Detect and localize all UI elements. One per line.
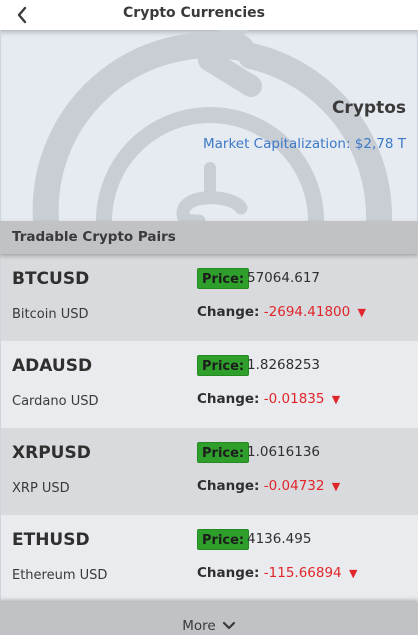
- change-label: Change:: [197, 304, 260, 320]
- pair-name: Cardano USD: [12, 394, 99, 409]
- pair-symbol: ETHUSD: [12, 530, 90, 550]
- change-line: Change: -0.04732 ▼: [197, 478, 340, 494]
- price-value: 1.8268253: [247, 357, 321, 373]
- price-value: 4136.495: [247, 531, 312, 547]
- change-line: Change: -2694.41800 ▼: [197, 304, 366, 320]
- price-badge: Price:: [197, 355, 250, 376]
- pair-symbol: ADAUSD: [12, 356, 93, 376]
- change-label: Change:: [197, 391, 260, 407]
- chevron-down-icon: [222, 621, 235, 630]
- pair-name: Ethereum USD: [12, 568, 108, 583]
- change-value: -0.04732: [263, 478, 325, 494]
- change-line: Change: -115.66894 ▼: [197, 565, 357, 581]
- page-title: Crypto Currencies: [123, 5, 265, 21]
- change-value: -0.01835: [263, 391, 325, 407]
- crypto-row-adausd[interactable]: ADAUSD Cardano USD Price: 1.8268253 Chan…: [0, 341, 418, 428]
- crypto-row-ethusd[interactable]: ETHUSD Ethereum USD Price: 4136.495 Chan…: [0, 515, 418, 602]
- crypto-row-xrpusd[interactable]: XRPUSD XRP USD Price: 1.0616136 Change: …: [0, 428, 418, 515]
- chevron-left-icon[interactable]: [12, 4, 34, 26]
- pair-symbol: BTCUSD: [12, 269, 90, 289]
- change-label: Change:: [197, 478, 260, 494]
- down-arrow-icon: ▼: [331, 480, 341, 493]
- price-badge: Price:: [197, 529, 250, 550]
- section-title: Tradable Crypto Pairs: [12, 229, 176, 245]
- market-cap-text: Market Capitalization: $2,78 T: [202, 136, 406, 152]
- change-value: -2694.41800: [263, 304, 351, 320]
- change-value: -115.66894: [263, 565, 342, 581]
- crypto-row-btcusd[interactable]: BTCUSD Bitcoin USD Price: 57064.617 Chan…: [0, 254, 418, 341]
- change-line: Change: -0.01835 ▼: [197, 391, 340, 407]
- refresh-dollar-icon: [32, 30, 393, 221]
- price-badge: Price:: [197, 442, 250, 463]
- more-text: More: [182, 618, 216, 634]
- section-header: Tradable Crypto Pairs: [0, 221, 418, 254]
- down-arrow-icon: ▼: [331, 393, 341, 406]
- price-value: 57064.617: [247, 270, 321, 286]
- pair-symbol: XRPUSD: [12, 443, 91, 463]
- down-arrow-icon: ▼: [348, 567, 358, 580]
- price-value: 1.0616136: [247, 444, 321, 460]
- hero-title: Cryptos: [331, 98, 406, 118]
- pair-name: Bitcoin USD: [12, 307, 89, 322]
- down-arrow-icon: ▼: [357, 306, 366, 319]
- pair-name: XRP USD: [12, 481, 70, 496]
- price-badge: Price:: [197, 268, 250, 289]
- more-button[interactable]: More: [0, 602, 418, 635]
- change-label: Change:: [197, 565, 260, 581]
- top-bar: Crypto Currencies: [0, 0, 418, 30]
- more-label: More: [182, 610, 235, 634]
- hero-banner: Cryptos Market Capitalization: $2,78 T: [0, 30, 418, 221]
